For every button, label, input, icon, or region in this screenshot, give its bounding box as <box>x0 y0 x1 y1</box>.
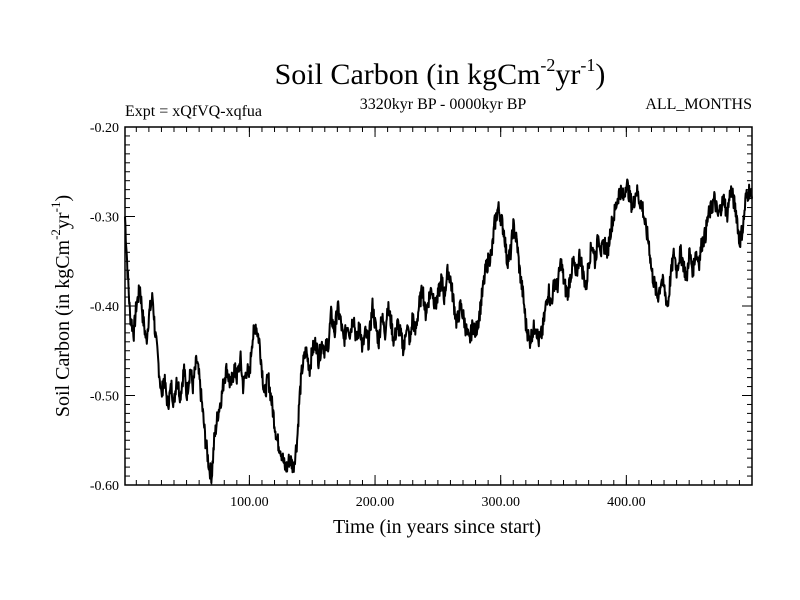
x-tick-label: 400.00 <box>607 495 646 510</box>
x-tick-label: 200.00 <box>356 495 395 510</box>
y-tick-label: -0.50 <box>90 390 119 405</box>
x-axis-label: Time (in years since start) <box>333 516 541 538</box>
plot-frame <box>124 126 753 486</box>
y-tick-label: -0.20 <box>90 121 119 136</box>
y-tick-label: -0.60 <box>90 479 119 494</box>
experiment-label: Expt = xQfVQ-xqfua <box>125 103 262 120</box>
time-range-label: 3320kyr BP - 0000kyr BP <box>360 96 527 113</box>
months-label: ALL_MONTHS <box>645 96 752 113</box>
y-tick-label: -0.40 <box>90 300 119 315</box>
soil-carbon-series-line <box>124 178 753 484</box>
chart-title: Soil Carbon (in kgCm-2yr-1) <box>275 55 606 91</box>
minor-ticks <box>125 127 752 485</box>
x-tick-label: 100.00 <box>230 495 269 510</box>
tick-labels: 100.00 200.00 300.00 400.00 -0.20 -0.30 -0.40 -… <box>90 121 646 510</box>
y-axis-label: Soil Carbon (in kgCm-2yr-1) <box>48 195 74 417</box>
x-tick-label: 300.00 <box>481 495 520 510</box>
y-tick-label: -0.30 <box>90 211 119 226</box>
major-ticks <box>125 126 752 486</box>
